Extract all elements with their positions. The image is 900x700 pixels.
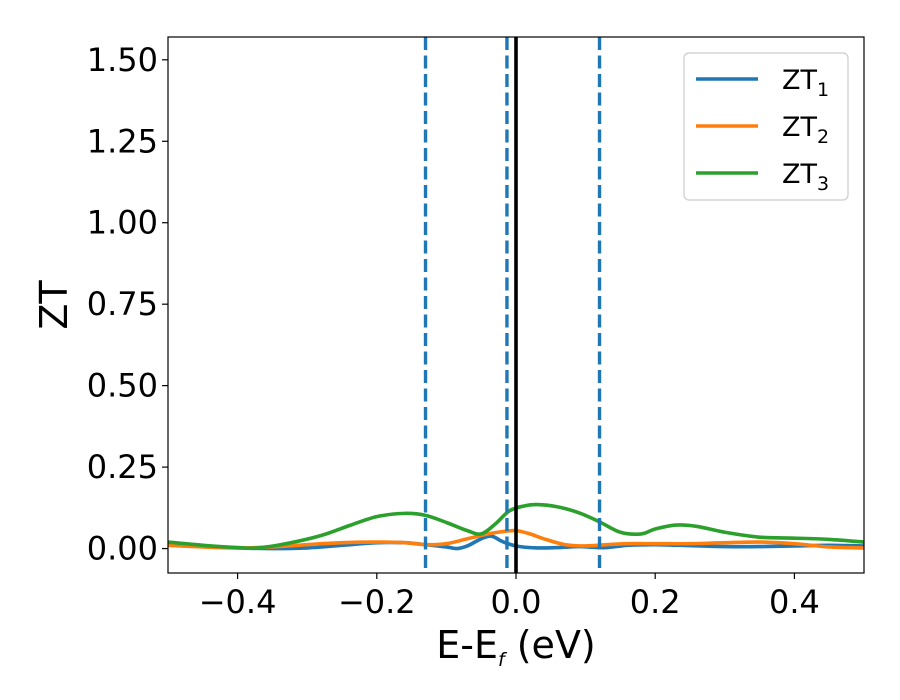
x-tick-label: 0.4 bbox=[769, 583, 820, 621]
y-tick-label: 0.00 bbox=[87, 530, 158, 568]
y-tick-label: 0.75 bbox=[87, 285, 158, 323]
legend-box bbox=[683, 52, 849, 201]
y-axis-label: ZT bbox=[32, 280, 76, 330]
x-tick-label: 0.2 bbox=[630, 583, 681, 621]
y-tick-label: 1.50 bbox=[87, 41, 158, 79]
x-axis-label: E-Ef (eV) bbox=[436, 623, 596, 671]
y-tick-label: 0.50 bbox=[87, 367, 158, 405]
legend-label-1: ZT1 bbox=[782, 65, 829, 101]
plot-content bbox=[168, 37, 864, 573]
x-tick-label: 0.0 bbox=[491, 583, 542, 621]
x-axis-label-unit: (eV) bbox=[505, 623, 596, 667]
y-tick-label: 1.00 bbox=[87, 204, 158, 242]
x-axis-ticks: −0.4 −0.2 0.0 0.2 0.4 bbox=[199, 573, 820, 621]
plot-frame bbox=[167, 36, 865, 574]
x-tick-label: −0.2 bbox=[338, 583, 416, 621]
y-axis-ticks: 0.00 0.25 0.50 0.75 1.00 1.25 1.50 bbox=[87, 41, 168, 568]
plot-area bbox=[168, 37, 864, 573]
x-axis-label-subscript: f bbox=[498, 649, 508, 671]
series-line-1 bbox=[168, 534, 864, 551]
y-tick-label: 0.25 bbox=[87, 448, 158, 486]
x-axis-label-main: E-E bbox=[436, 623, 498, 667]
y-tick-label: 1.25 bbox=[87, 122, 158, 160]
legend-label-3: ZT3 bbox=[782, 159, 829, 195]
legend-label-2: ZT2 bbox=[782, 112, 829, 148]
x-tick-label: −0.4 bbox=[199, 583, 277, 621]
legend: ZT1 ZT2 ZT3 bbox=[683, 52, 849, 201]
